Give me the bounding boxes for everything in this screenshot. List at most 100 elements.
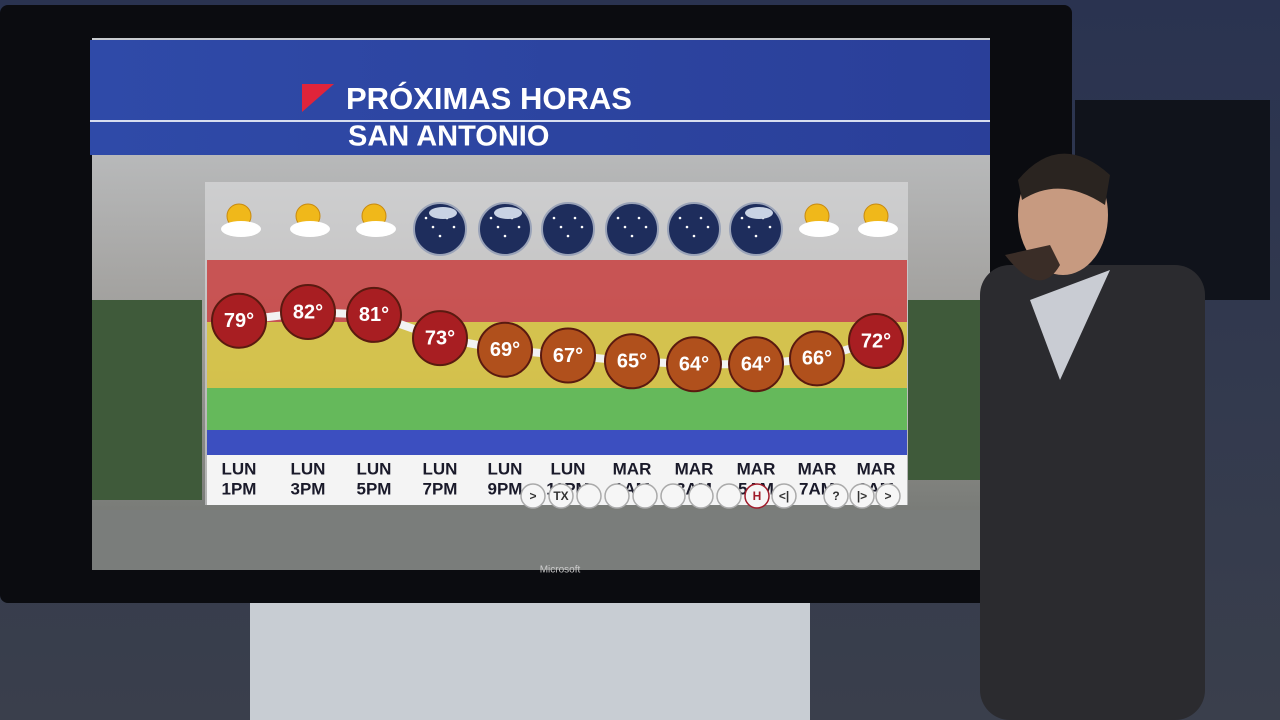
star — [637, 216, 641, 220]
star — [740, 216, 744, 220]
time-day: LUN — [357, 459, 392, 478]
subtitle: SAN ANTONIO — [348, 121, 549, 153]
time-day: LUN — [423, 459, 458, 478]
time-hour: 1PM — [222, 479, 257, 498]
star — [685, 225, 689, 229]
star — [630, 234, 634, 238]
star — [503, 234, 507, 238]
tool-label: > — [529, 489, 536, 503]
time-hour: 5PM — [357, 479, 392, 498]
time-hour: 3PM — [291, 479, 326, 498]
presenter — [980, 153, 1205, 720]
tool-button — [688, 483, 714, 509]
beard — [1005, 245, 1060, 281]
temp-marker — [789, 330, 845, 387]
tool-button — [576, 483, 602, 509]
time-day: MAR — [857, 459, 896, 478]
time-day: MAR — [737, 459, 776, 478]
night-icon — [541, 202, 595, 256]
time-day: MAR — [613, 459, 652, 478]
star — [452, 225, 456, 229]
tool-button — [744, 483, 770, 509]
tool-label: <| — [779, 489, 789, 503]
star — [559, 225, 563, 229]
night-icon — [667, 202, 721, 256]
tool-label: |> — [857, 489, 867, 503]
temp-label: 69° — [490, 339, 520, 361]
tool-button — [716, 483, 742, 509]
tool-button — [849, 483, 875, 509]
star — [623, 225, 627, 229]
tool-label: H — [753, 489, 762, 503]
temp-marker — [728, 336, 784, 393]
tool-button — [520, 483, 546, 509]
temp-label: 73° — [425, 327, 455, 349]
time-day: MAR — [675, 459, 714, 478]
cloud-icon — [858, 221, 898, 237]
tool-label: > — [884, 489, 891, 503]
cloud-icon — [221, 221, 261, 237]
time-hour: 7PM — [423, 479, 458, 498]
tool-label: ? — [832, 489, 839, 503]
star — [424, 216, 428, 220]
star — [699, 216, 703, 220]
temp-marker — [848, 313, 904, 369]
temp-marker — [412, 310, 468, 367]
hair — [1018, 153, 1110, 205]
temp-marker — [604, 333, 660, 390]
star — [580, 225, 584, 229]
star — [747, 225, 751, 229]
tool-button — [823, 483, 849, 509]
star — [706, 225, 710, 229]
band-green — [207, 388, 907, 430]
star — [552, 216, 556, 220]
title: PRÓXIMAS HORAS — [346, 80, 632, 116]
rule — [90, 120, 990, 122]
star — [768, 225, 772, 229]
tool-button — [632, 483, 658, 509]
star — [573, 216, 577, 220]
temp-label: 66° — [802, 348, 832, 370]
star — [692, 234, 696, 238]
star — [644, 225, 648, 229]
temp-label: 72° — [861, 330, 891, 352]
tool-button — [875, 483, 901, 509]
time-day: MAR — [798, 459, 837, 478]
title-banner — [90, 40, 990, 155]
star — [678, 216, 682, 220]
temp-marker — [666, 336, 722, 393]
temp-label: 79° — [224, 310, 254, 332]
cloud-icon — [290, 221, 330, 237]
star — [496, 225, 500, 229]
cloud-icon — [429, 207, 457, 219]
band-blue — [207, 430, 907, 455]
tool-button — [660, 483, 686, 509]
temp-marker — [211, 292, 267, 349]
time-day: LUN — [551, 459, 586, 478]
star — [517, 225, 521, 229]
temp-label: 65° — [617, 351, 647, 373]
star — [616, 216, 620, 220]
temp-label: 81° — [359, 304, 389, 326]
cloud-icon — [494, 207, 522, 219]
shirt — [1030, 270, 1110, 380]
tree — [92, 300, 202, 500]
stand — [250, 590, 810, 720]
star — [489, 216, 493, 220]
suit — [980, 265, 1205, 720]
cloud-icon — [745, 207, 773, 219]
temp-label: 64° — [741, 353, 771, 375]
star — [754, 234, 758, 238]
time-day: LUN — [291, 459, 326, 478]
star — [566, 234, 570, 238]
temp-label: 67° — [553, 345, 583, 367]
time-day: LUN — [222, 459, 257, 478]
night-icon — [605, 202, 659, 256]
plaza — [92, 510, 990, 570]
tool-button — [604, 483, 630, 509]
star — [438, 234, 442, 238]
temp-marker — [280, 284, 336, 340]
star — [431, 225, 435, 229]
